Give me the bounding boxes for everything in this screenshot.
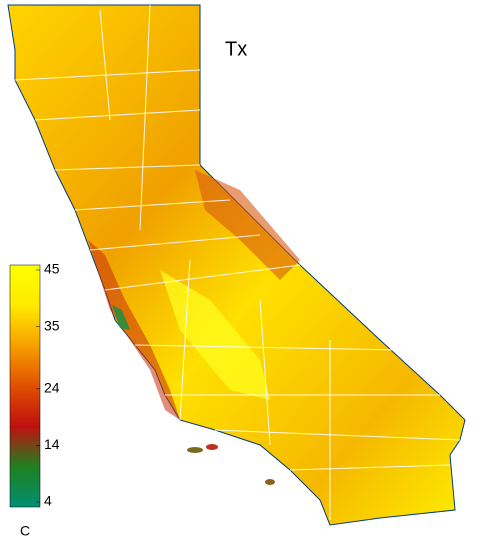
coast-region	[88, 240, 180, 420]
colorbar	[9, 264, 41, 508]
county-lines	[14, 4, 461, 520]
colorbar-tick-label: 24	[44, 380, 60, 396]
heat-region	[195, 170, 300, 280]
colorbar-tick-label: 35	[44, 317, 60, 333]
coast-green	[112, 305, 130, 330]
map-title: Tx	[225, 38, 247, 60]
colorbar-tick-label: 4	[44, 493, 52, 509]
california-land	[7, 4, 466, 526]
islands	[187, 444, 275, 485]
colorbar-tick-label: 14	[44, 436, 60, 452]
colorbar-tick-label: 45	[44, 261, 60, 277]
colorbar-unit: C	[20, 523, 30, 539]
